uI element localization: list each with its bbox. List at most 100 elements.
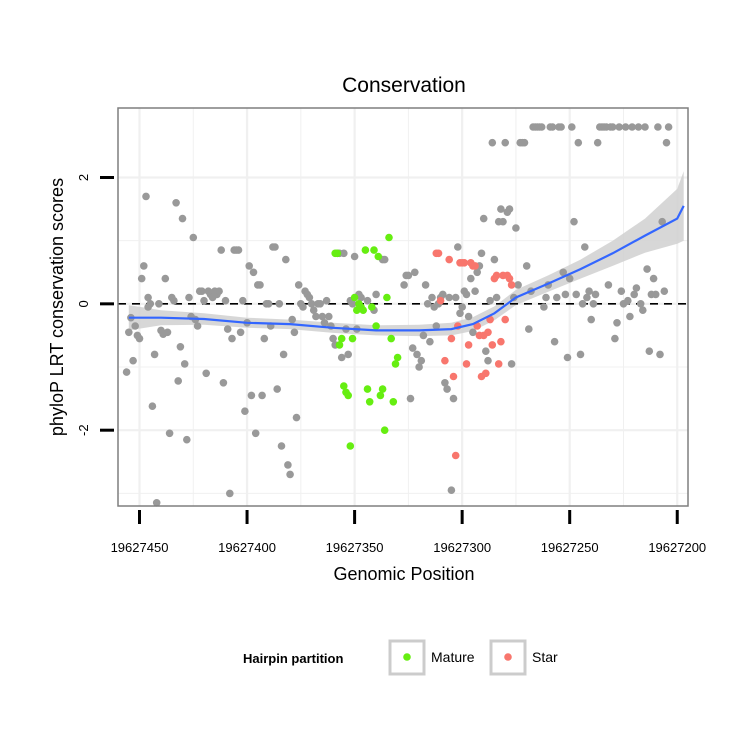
point-other — [428, 293, 436, 302]
plot-panel — [118, 108, 688, 506]
point-other — [142, 192, 150, 201]
point-star — [436, 296, 445, 305]
point-other — [275, 300, 284, 308]
point-other — [628, 123, 636, 131]
point-star — [464, 341, 473, 349]
point-other — [125, 328, 133, 337]
point-mature — [368, 303, 376, 311]
point-star — [447, 334, 456, 343]
point-other — [172, 199, 180, 207]
point-other — [621, 123, 630, 131]
point-other — [146, 300, 155, 308]
point-other — [249, 268, 258, 277]
point-other — [492, 293, 501, 302]
point-other — [651, 290, 660, 299]
x-axis-title: Genomic Position — [333, 564, 474, 584]
point-other — [144, 293, 152, 302]
legend: Hairpin partition Mature Star — [243, 639, 558, 676]
point-other — [288, 315, 297, 324]
x-tick-label: 19627450 — [111, 540, 169, 555]
point-other — [372, 290, 380, 299]
point-other — [587, 315, 595, 324]
x-tick-label: 19627200 — [648, 540, 706, 555]
point-mature — [376, 391, 385, 400]
point-other — [624, 296, 632, 305]
point-other — [329, 334, 337, 343]
point-other — [150, 350, 159, 359]
point-other — [174, 377, 182, 385]
point-other — [568, 123, 576, 131]
smooth-line-layer — [128, 205, 685, 332]
point-other — [497, 205, 505, 213]
point-other — [660, 287, 669, 296]
point-mature — [383, 293, 391, 302]
point-other — [241, 407, 249, 416]
point-other — [419, 331, 428, 340]
point-other — [473, 268, 482, 277]
confidence-band — [128, 171, 684, 337]
point-other — [482, 347, 490, 356]
point-other — [445, 293, 454, 302]
point-other — [548, 123, 557, 131]
point-other — [236, 328, 245, 337]
point-other — [290, 328, 299, 337]
point-other — [408, 344, 417, 352]
point-other — [380, 255, 389, 264]
point-mature — [333, 249, 342, 258]
point-other — [286, 470, 294, 479]
point-mature — [372, 322, 380, 330]
point-other — [645, 347, 654, 356]
y-axis-title: phyloP LRT conservation scores — [47, 178, 67, 436]
point-other — [137, 274, 146, 283]
point-other — [507, 360, 516, 368]
point-star — [501, 315, 510, 324]
point-other — [200, 296, 208, 305]
point-mature — [363, 385, 372, 393]
point-other — [122, 368, 131, 376]
point-other — [611, 334, 619, 343]
legend-title: Hairpin partition — [243, 651, 343, 666]
point-star — [462, 360, 471, 368]
point-mature — [380, 426, 389, 435]
point-other — [415, 363, 423, 371]
point-other — [400, 281, 408, 289]
point-other — [170, 296, 178, 305]
y-tick-label: 0 — [76, 300, 91, 307]
point-other — [561, 290, 570, 299]
point-other — [449, 394, 458, 403]
point-other — [273, 385, 282, 393]
point-other — [337, 353, 346, 362]
point-star — [497, 337, 505, 346]
point-other — [256, 281, 264, 289]
point-other — [357, 293, 365, 302]
point-star — [460, 259, 469, 267]
point-other — [202, 369, 210, 378]
point-other — [260, 334, 269, 343]
point-other — [501, 138, 510, 147]
point-other — [344, 350, 353, 359]
point-other — [404, 271, 413, 280]
x-tick-label: 19627300 — [433, 540, 491, 555]
point-mature — [374, 252, 383, 261]
point-other — [413, 350, 421, 359]
point-other — [299, 303, 307, 311]
legend-marker-star — [504, 653, 512, 661]
point-star — [488, 341, 497, 349]
point-star — [441, 356, 449, 365]
point-mature — [344, 391, 353, 400]
legend-entry-star: Star — [489, 639, 558, 676]
point-other — [264, 300, 273, 308]
point-other — [662, 138, 671, 147]
point-other — [135, 334, 144, 343]
legend-marker-mature — [403, 653, 411, 661]
y-tick-label: -2 — [76, 424, 91, 436]
point-star — [451, 451, 460, 460]
point-other — [486, 296, 494, 305]
point-other — [636, 300, 645, 308]
legend-label-star: Star — [532, 649, 558, 665]
point-other — [318, 312, 327, 321]
point-other — [247, 391, 256, 400]
point-other — [219, 379, 228, 387]
point-other — [325, 312, 333, 321]
